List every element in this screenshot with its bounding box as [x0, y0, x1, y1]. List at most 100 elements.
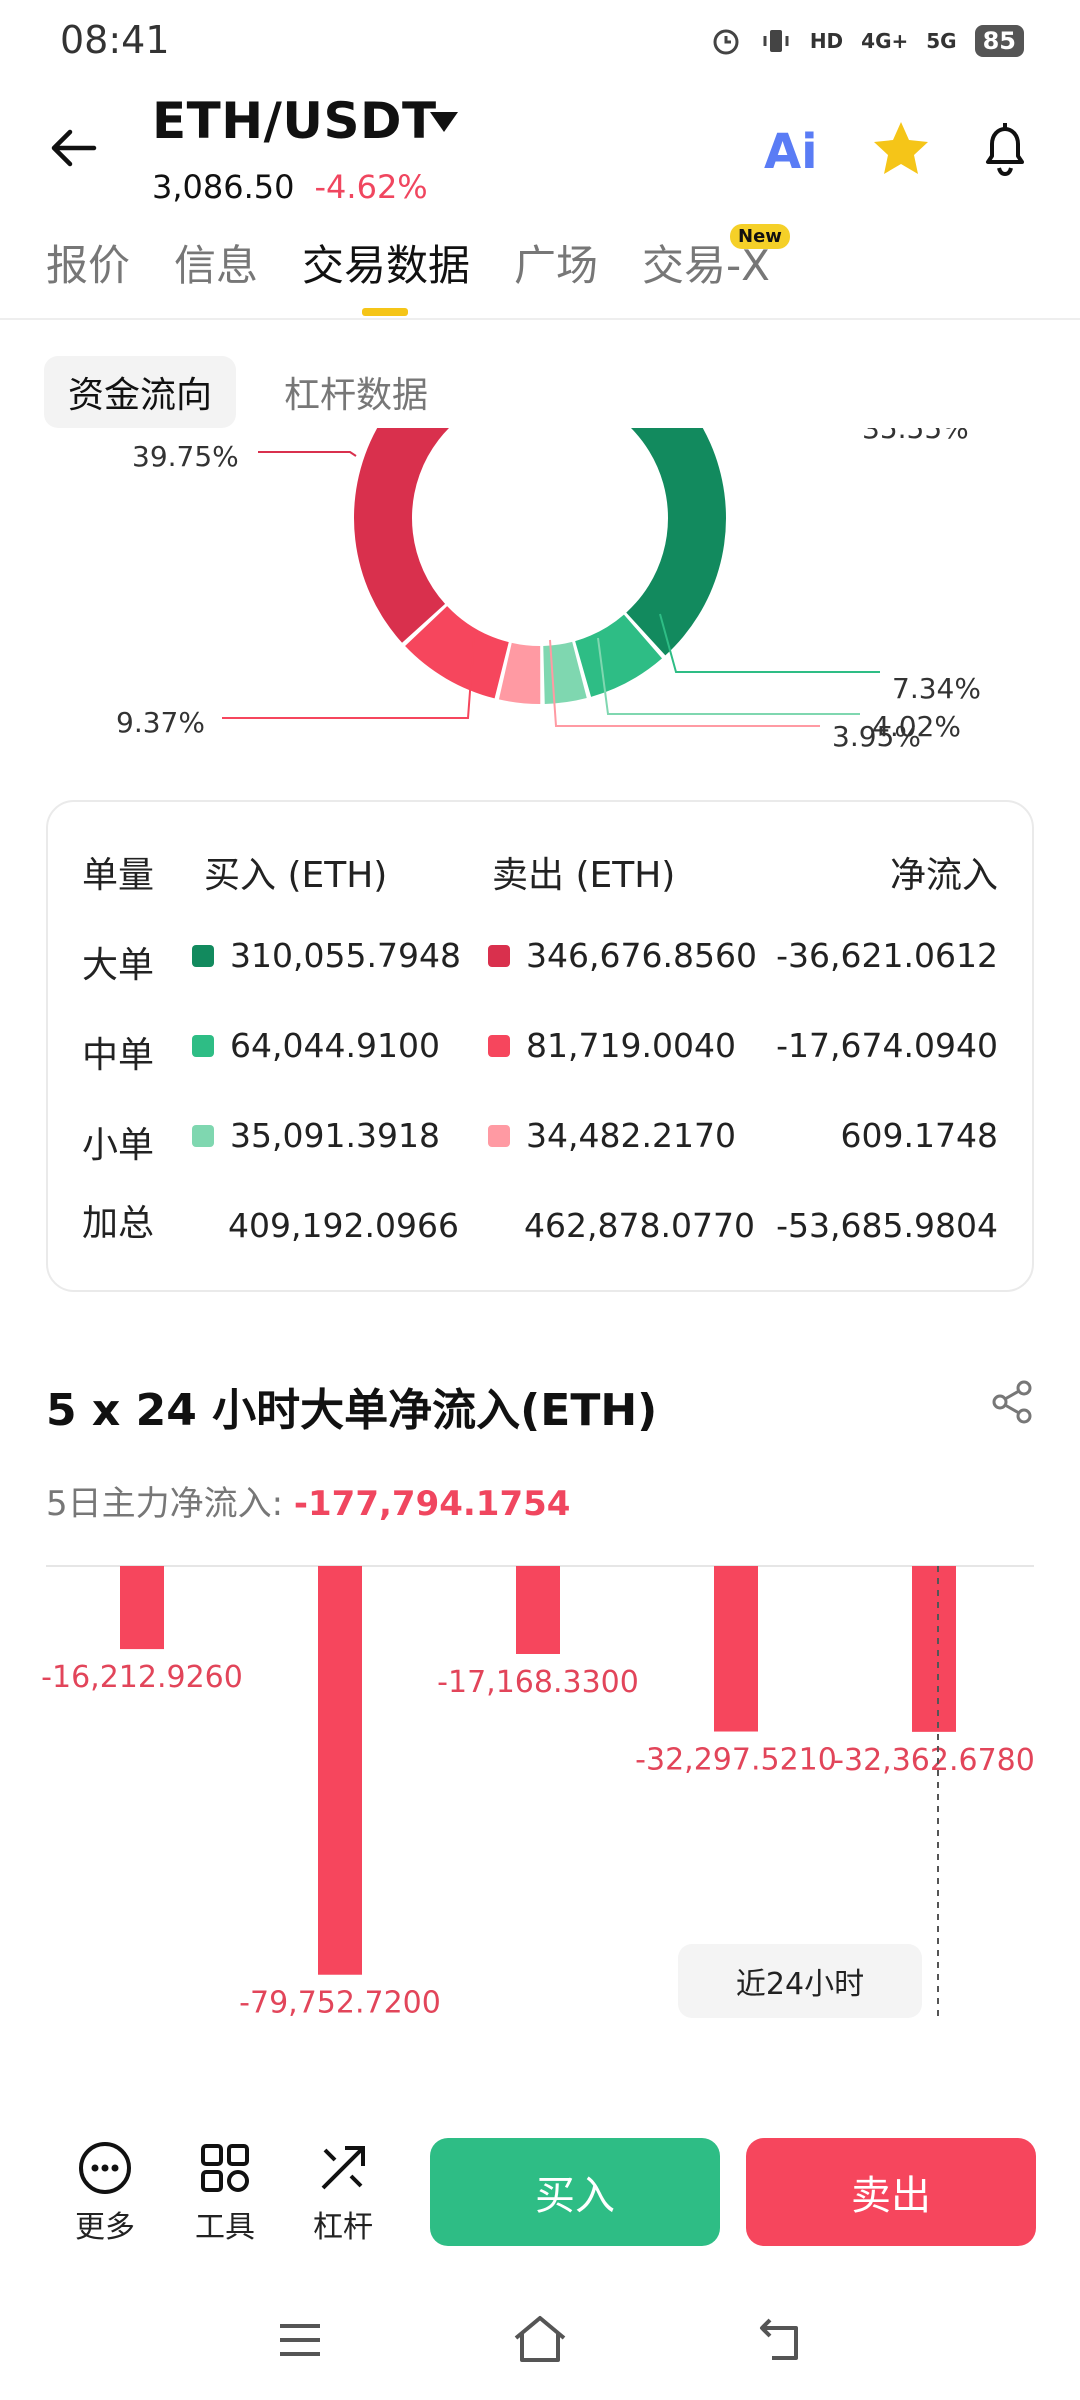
- row-label-total: 加总: [82, 1203, 155, 1244]
- bar-value-label: -79,752.7200: [239, 1986, 441, 2021]
- donut-label-buy-large: 35.55%: [862, 428, 969, 445]
- leader-line: [597, 637, 860, 715]
- section-title: 5 x 24 小时大单净流入(ETH): [46, 1385, 658, 1436]
- net-inflow-bar-chart: -16,212.9260 -79,752.7200 -17,168.3300 -32,…: [0, 1560, 1080, 2040]
- more-icon: [79, 2142, 131, 2194]
- donut-slice: [354, 428, 450, 643]
- cell-sell-mid: 81,719.0040: [488, 1026, 736, 1065]
- status-icons: HD 4G+ 5G 85: [710, 22, 1024, 60]
- donut-label-sell-mid: 9.37%: [116, 706, 205, 739]
- leverage-button[interactable]: 杠杆: [298, 2140, 388, 2246]
- battery-icon: 85: [974, 25, 1024, 57]
- tools-label: 工具: [195, 2210, 255, 2245]
- home-icon[interactable]: [510, 2312, 570, 2366]
- sell-button[interactable]: 卖出: [746, 2138, 1036, 2246]
- net-value: 609.1748: [840, 1116, 998, 1155]
- bar-value-label: -16,212.9260: [41, 1660, 243, 1695]
- donut-label-sell-large: 39.75%: [132, 440, 239, 473]
- bar[interactable]: [318, 1566, 362, 1975]
- tab-quote[interactable]: 报价: [46, 241, 131, 290]
- net-value: -17,674.0940: [776, 1026, 998, 1065]
- bar[interactable]: [120, 1566, 164, 1650]
- leverage-icon: [321, 2146, 365, 2190]
- bar-chart-svg: -16,212.9260 -79,752.7200 -17,168.3300 -32,…: [41, 1565, 1035, 2021]
- legend-swatch: [488, 944, 510, 967]
- header: ETH/USDT 3,086.50 -4.62% Ai: [0, 84, 1080, 214]
- vibrate-icon: [763, 30, 789, 52]
- price-change: -4.62%: [314, 168, 428, 206]
- sell-value: 346,676.8560: [526, 936, 757, 975]
- menu-icon[interactable]: [274, 2314, 326, 2366]
- legend-swatch: [192, 1124, 214, 1147]
- tools-button[interactable]: 工具: [180, 2140, 270, 2246]
- cell-sell-large: 346,676.8560: [488, 936, 757, 975]
- donut-slice: [498, 642, 541, 704]
- donut-slice: [575, 614, 663, 697]
- tab-info[interactable]: 信息: [174, 241, 259, 290]
- caret-down-icon[interactable]: [428, 110, 460, 134]
- leader-line: [549, 639, 820, 727]
- donut-slice: [405, 606, 509, 699]
- sell-value: 34,482.2170: [526, 1116, 736, 1155]
- subtab-fund-flow[interactable]: 资金流向: [44, 356, 237, 428]
- system-nav-bar: [0, 2290, 1080, 2400]
- tab-trade-data[interactable]: 交易数据: [302, 241, 471, 290]
- alarm-icon: [713, 29, 739, 55]
- price-row: 3,086.50 -4.62%: [152, 168, 428, 206]
- donut-label-sell-small: 3.95%: [832, 720, 921, 753]
- cell-buy-large: 310,055.7948: [192, 936, 461, 975]
- favorite-star-icon[interactable]: [870, 118, 932, 180]
- header-buy: 买入 (ETH): [204, 855, 388, 896]
- tab-square[interactable]: 广场: [514, 241, 599, 290]
- legend-swatch: [192, 944, 214, 967]
- donut-label-buy-small: 4.02%: [872, 710, 961, 743]
- back-nav-icon[interactable]: [756, 2312, 808, 2366]
- more-label: 更多: [75, 2210, 135, 2245]
- status-time: 08:41: [60, 18, 170, 62]
- bottom-action-bar: 更多 工具 杠杆 买入 卖出: [0, 2120, 1080, 2270]
- donut-slice: [626, 428, 726, 656]
- chart-tooltip: 近24小时: [678, 1944, 922, 2018]
- row-label-small: 小单: [82, 1125, 155, 1166]
- more-button[interactable]: 更多: [60, 2140, 150, 2246]
- cell-sell-small: 34,482.2170: [488, 1116, 736, 1155]
- subtab-leverage-data[interactable]: 杠杆数据: [284, 375, 429, 416]
- net-inflow-summary: 5日主力净流入: -177,794.1754: [46, 1476, 570, 1525]
- active-tab-indicator: [362, 308, 408, 316]
- donut-chart: 39.75% 35.55% 7.34% 4.02% 3.95% 9.37%: [0, 428, 1080, 768]
- header-sell: 卖出 (ETH): [492, 855, 676, 896]
- ai-icon[interactable]: Ai: [764, 124, 818, 180]
- net-value: -36,621.0612: [776, 936, 998, 975]
- signal-4g-icon: 4G+: [861, 29, 909, 53]
- fund-flow-table: 单量 买入 (ETH) 卖出 (ETH) 净流入 大单 310,055.7948…: [46, 800, 1034, 1292]
- total-net-value: -53,685.9804: [776, 1206, 998, 1245]
- header-net-inflow: 净流入: [889, 855, 998, 896]
- row-label-large: 大单: [82, 945, 155, 986]
- sell-value: 81,719.0040: [526, 1026, 736, 1065]
- bar[interactable]: [516, 1566, 560, 1654]
- bar-value-label: -17,168.3300: [437, 1665, 639, 1700]
- donut-label-buy-mid: 7.34%: [892, 672, 981, 705]
- total-buy-value: 409,192.0966: [228, 1206, 459, 1245]
- donut-svg: [222, 428, 880, 727]
- bar[interactable]: [714, 1566, 758, 1732]
- hd-icon: HD: [809, 29, 844, 53]
- share-icon[interactable]: [990, 1380, 1034, 1424]
- buy-value: 310,055.7948: [230, 936, 461, 975]
- cell-buy-mid: 64,044.9100: [192, 1026, 440, 1065]
- legend-swatch: [192, 1034, 214, 1057]
- summary-value: -177,794.1754: [293, 1484, 571, 1524]
- row-label-mid: 中单: [82, 1035, 155, 1076]
- bar[interactable]: [912, 1566, 956, 1732]
- tab-trade-x[interactable]: 交易-X: [642, 241, 770, 290]
- bell-icon[interactable]: [974, 118, 1036, 180]
- leader-line: [659, 613, 880, 673]
- last-price: 3,086.50: [152, 168, 295, 206]
- bar-value-label: -32,362.6780: [833, 1743, 1035, 1778]
- buy-value: 35,091.3918: [230, 1116, 440, 1155]
- total-sell-value: 462,878.0770: [524, 1206, 755, 1245]
- pair-title[interactable]: ETH/USDT: [152, 92, 437, 150]
- back-arrow-icon[interactable]: [44, 118, 104, 178]
- buy-button[interactable]: 买入: [430, 2138, 720, 2246]
- signal-5g-icon: 5G: [926, 29, 957, 53]
